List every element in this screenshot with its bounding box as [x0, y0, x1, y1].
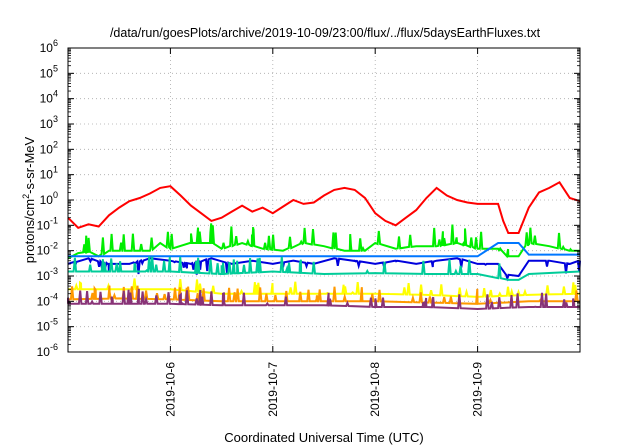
y-tick-label: 102	[40, 139, 58, 156]
x-tick-label: 2019-10-7	[266, 362, 280, 417]
y-axis-label-base: protons/cm	[22, 199, 37, 263]
y-tick-label: 10-5	[37, 317, 58, 334]
series-line-0	[67, 180, 581, 234]
x-tick-label: 2019-10-6	[163, 362, 177, 417]
x-axis-label: Coordinated Universal Time (UTC)	[224, 430, 423, 445]
y-tick-label: 104	[40, 89, 58, 106]
x-axis: 2019-10-6 2019-10-7 2019-10-8 2019-10-9	[163, 48, 485, 417]
series-layer	[67, 180, 581, 311]
x-tick-label: 2019-10-9	[471, 362, 485, 417]
y-axis-label-sup: 2	[21, 194, 31, 199]
series-line-5	[68, 278, 581, 298]
y-axis-label-rest: -s-sr-MeV	[22, 136, 37, 193]
x-tick-label: 2019-10-8	[368, 362, 382, 417]
grid	[68, 48, 580, 352]
chart-title: /data/run/goesPlots/archive/2019-10-09/2…	[110, 26, 541, 40]
series-line-1	[67, 223, 580, 260]
series-line-7	[67, 288, 580, 311]
y-tick-label: 100	[40, 190, 58, 207]
y-tick-label: 10-6	[37, 342, 58, 359]
y-tick-label: 10-3	[37, 266, 58, 283]
series-line-4	[68, 256, 581, 281]
series-line-3	[67, 257, 581, 282]
y-tick-label: 101	[40, 165, 58, 182]
y-axis: 10-6 10-5 10-4 10-3 10-2 10-1 100 101 102 103 104 1…	[37, 38, 580, 359]
y-tick-label: 10-2	[37, 241, 58, 258]
y-tick-label: 103	[40, 114, 58, 131]
y-tick-label: 105	[40, 63, 58, 80]
y-axis-label: protons/cm2-s-sr-MeV	[21, 136, 37, 263]
y-tick-label: 106	[40, 38, 58, 55]
series-line-2	[68, 242, 580, 258]
y-tick-label: 10-4	[37, 291, 58, 308]
y-tick-label: 10-1	[37, 215, 58, 232]
